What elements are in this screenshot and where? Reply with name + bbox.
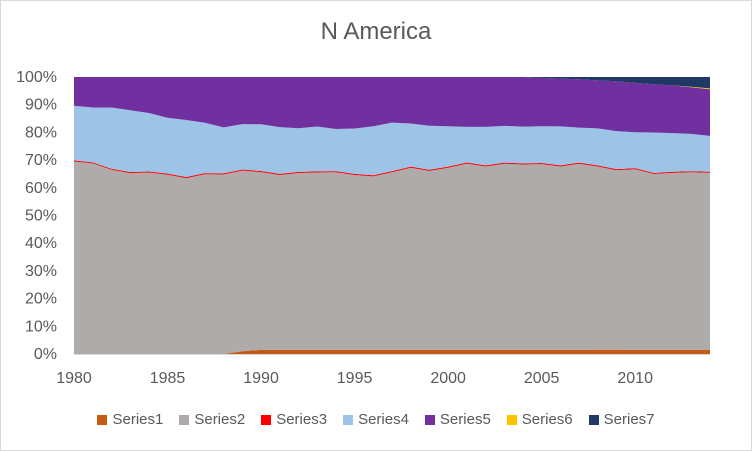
y-tick-label: 10% bbox=[25, 318, 57, 335]
y-tick-label: 60% bbox=[25, 180, 57, 197]
legend-item: Series6 bbox=[506, 411, 573, 428]
y-tick-label: 100% bbox=[16, 69, 57, 86]
chart-title: N America bbox=[320, 18, 432, 45]
area-series2 bbox=[74, 161, 710, 354]
legend-label: Series7 bbox=[603, 411, 655, 428]
legend-swatch bbox=[97, 414, 108, 425]
legend-label: Series1 bbox=[112, 411, 164, 428]
legend-label: Series5 bbox=[439, 411, 491, 428]
area-series7 bbox=[74, 77, 710, 89]
y-tick-label: 20% bbox=[25, 291, 57, 308]
area-series1 bbox=[74, 349, 710, 354]
legend-item: Series1 bbox=[97, 411, 163, 428]
x-tick-label: 2010 bbox=[617, 370, 653, 387]
x-tick-label: 2005 bbox=[524, 370, 560, 387]
legend-item: Series4 bbox=[343, 411, 409, 428]
x-tick-label: 1990 bbox=[243, 370, 279, 387]
y-tick-label: 0% bbox=[34, 346, 57, 363]
legend-item: Series7 bbox=[588, 411, 655, 428]
y-tick-label: 70% bbox=[25, 152, 57, 169]
y-tick-label: 40% bbox=[25, 235, 57, 252]
area-series3 bbox=[74, 160, 710, 179]
x-tick-label: 1980 bbox=[56, 370, 92, 387]
x-tick-label: 1985 bbox=[150, 370, 186, 387]
legend-item: Series3 bbox=[261, 411, 327, 428]
legend-label: Series3 bbox=[276, 411, 328, 428]
y-tick-label: 80% bbox=[25, 124, 57, 141]
legend-label: Series6 bbox=[521, 411, 573, 428]
legend-label: Series4 bbox=[358, 411, 409, 428]
y-tick-label: 90% bbox=[25, 97, 57, 114]
legend-swatch bbox=[588, 414, 599, 425]
x-tick-label: 1995 bbox=[337, 370, 373, 387]
legend-label: Series2 bbox=[194, 411, 246, 428]
area-series5 bbox=[74, 77, 710, 136]
y-tick-label: 30% bbox=[25, 263, 57, 280]
legend-swatch bbox=[343, 414, 354, 425]
legend-item: Series2 bbox=[179, 411, 245, 428]
legend-swatch bbox=[424, 414, 435, 425]
legend-item: Series5 bbox=[424, 411, 491, 428]
chart-legend: Series1 Series2 Series3 Series4 Series5 Serie… bbox=[0, 411, 752, 428]
x-tick-label: 2000 bbox=[430, 370, 466, 387]
legend-swatch bbox=[261, 414, 272, 425]
area-series4 bbox=[74, 105, 710, 177]
legend-swatch bbox=[179, 414, 190, 425]
y-tick-label: 50% bbox=[25, 208, 57, 225]
legend-swatch bbox=[506, 414, 517, 425]
